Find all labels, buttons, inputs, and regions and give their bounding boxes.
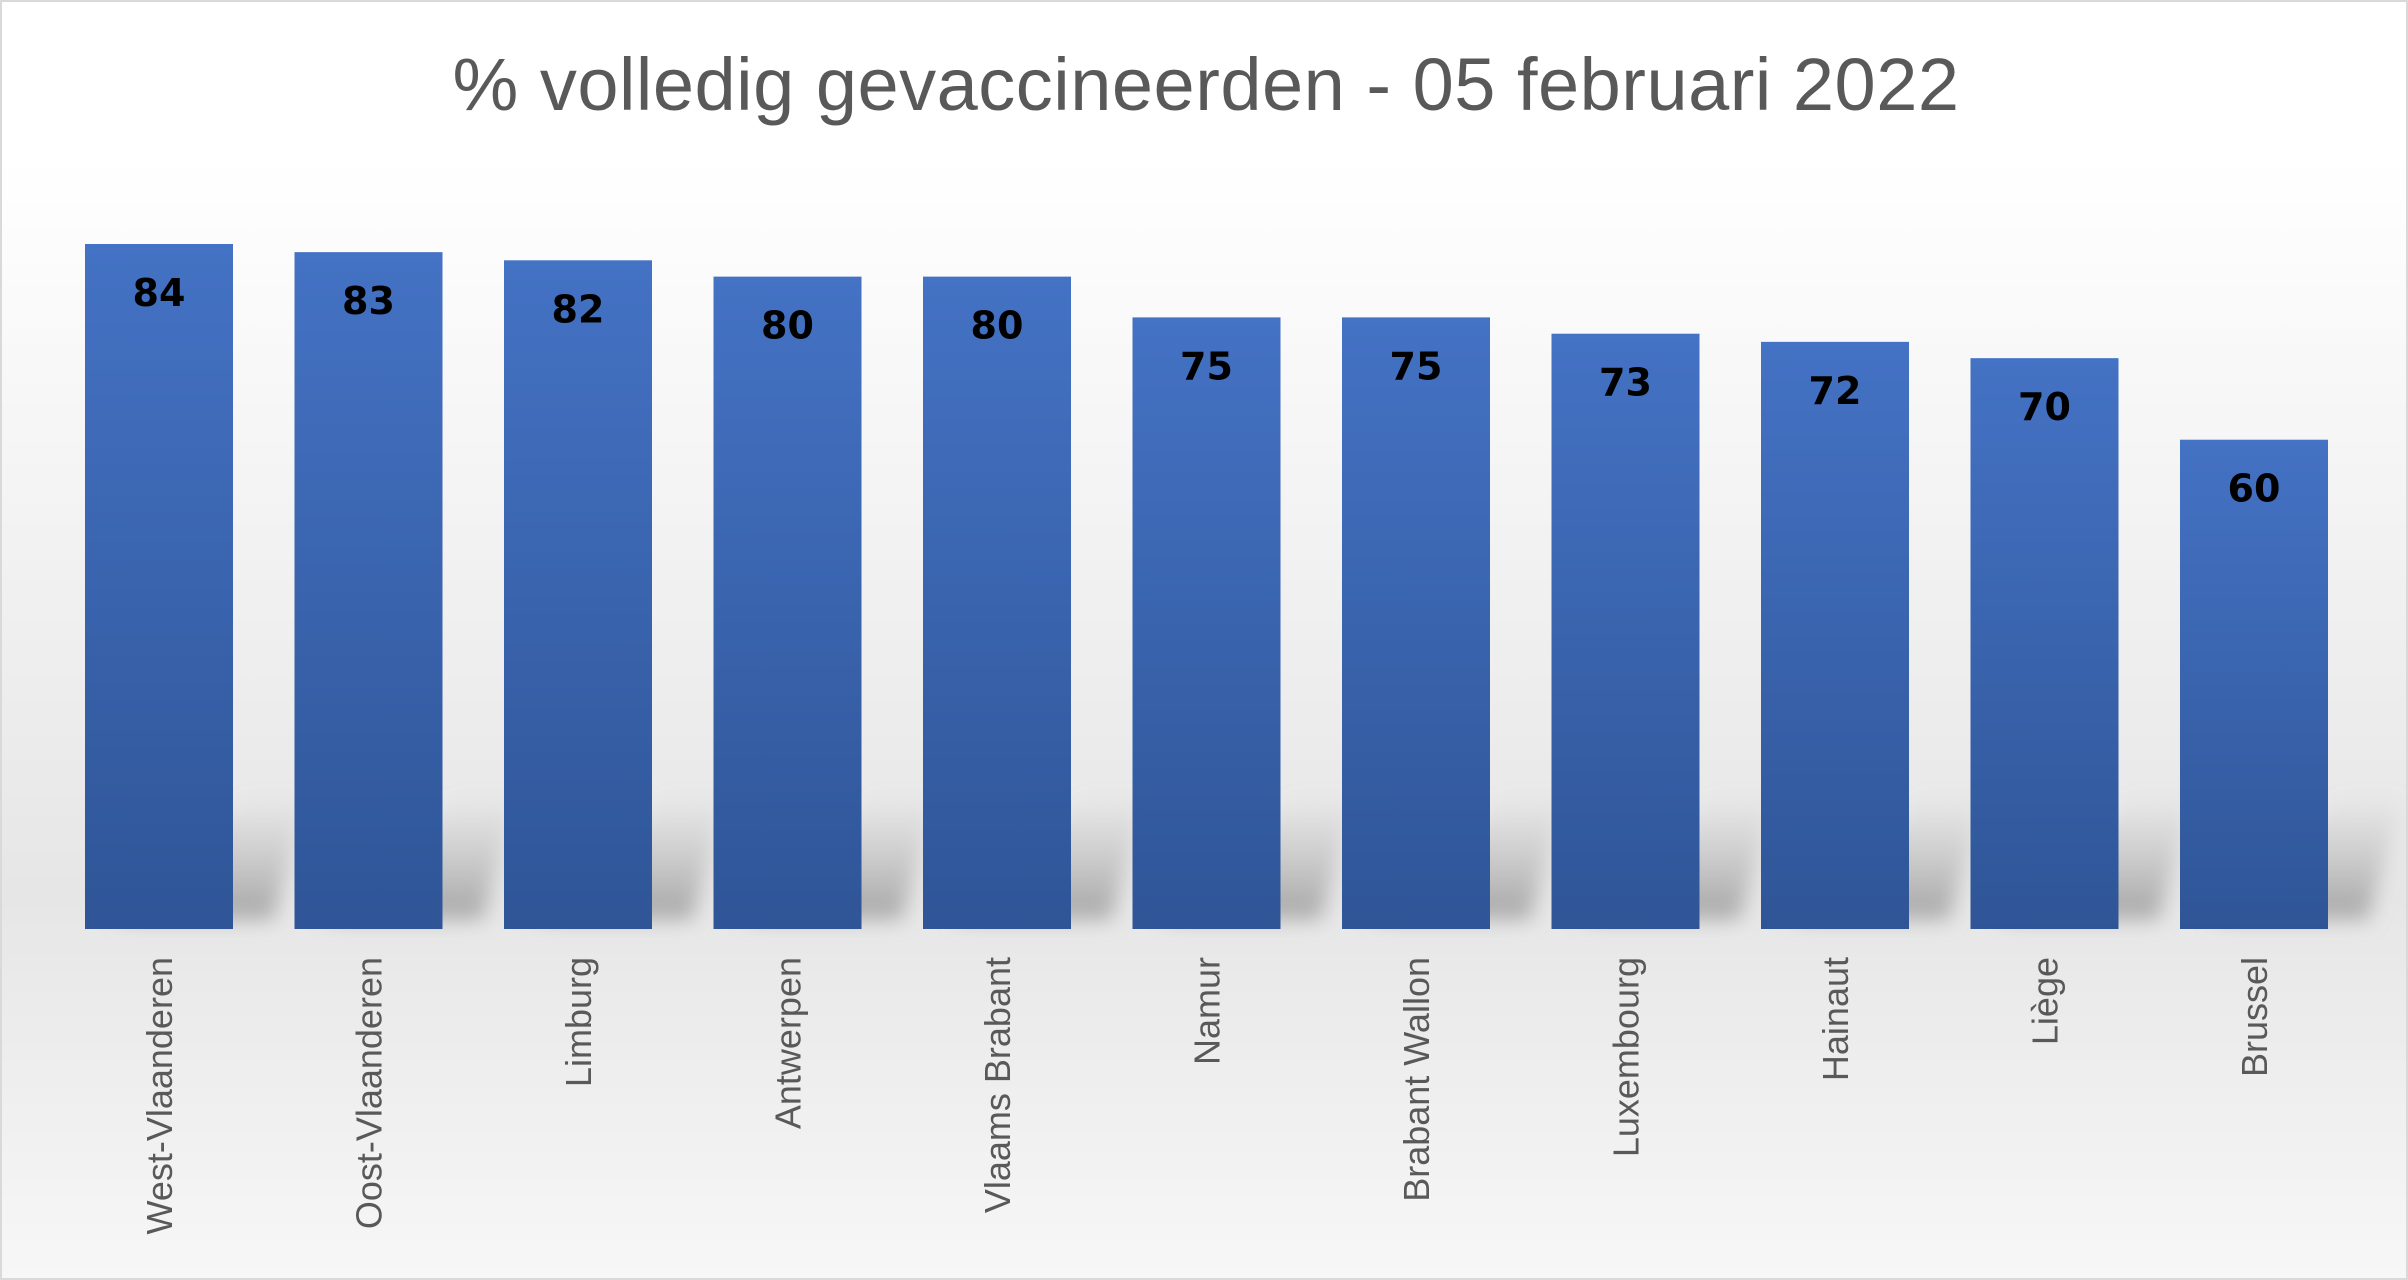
bar-vlaams-brabant xyxy=(923,276,1071,930)
bar-value-label: 80 xyxy=(971,304,1024,348)
bar-value-label: 80 xyxy=(761,304,814,348)
bar-value-label: 73 xyxy=(1599,361,1652,405)
bar-value-label: 75 xyxy=(1390,344,1443,388)
chart-title: % volledig gevaccineerden - 05 februari … xyxy=(452,43,1960,126)
category-label: Antwerpen xyxy=(768,957,809,1129)
bar-brussel xyxy=(2180,439,2328,929)
bar-limburg xyxy=(504,260,652,929)
bar-value-label: 84 xyxy=(133,271,186,315)
bar-namur xyxy=(1132,317,1281,930)
bar-luxembourg xyxy=(1551,333,1700,929)
category-label: Oost-Vlaanderen xyxy=(349,957,390,1229)
category-label: Namur xyxy=(1187,957,1228,1065)
bar-west-vlaanderen xyxy=(85,244,233,929)
bar-value-label: 70 xyxy=(2018,385,2071,429)
bar-hainaut xyxy=(1761,341,1909,929)
category-label: West-Vlaanderen xyxy=(139,957,180,1235)
bar-value-label: 83 xyxy=(342,279,395,323)
bars-group xyxy=(85,244,2328,930)
bar-value-label: 82 xyxy=(552,287,605,331)
category-label: Limburg xyxy=(558,957,599,1087)
category-label: Liège xyxy=(2025,957,2066,1045)
category-label: Brabant Wallon xyxy=(1396,957,1437,1202)
category-labels-group: West-Vlaanderen Oost-Vlaanderen Limburg Ant… xyxy=(139,957,2275,1235)
bar-value-label: 60 xyxy=(2228,467,2281,511)
category-label: Vlaams Brabant xyxy=(977,957,1018,1213)
category-label: Hainaut xyxy=(1815,957,1856,1081)
category-label: Brussel xyxy=(2234,957,2275,1077)
value-labels-group: 84 83 82 80 80 75 75 73 72 70 60 xyxy=(133,271,2281,511)
bar-liège xyxy=(1970,358,2119,930)
bar-value-label: 72 xyxy=(1809,369,1862,413)
bar-value-label: 75 xyxy=(1180,344,1233,388)
bar-oost-vlaanderen xyxy=(294,252,443,929)
category-label: Luxembourg xyxy=(1606,957,1647,1157)
bar-brabant-wallon xyxy=(1342,317,1490,930)
bar-antwerpen xyxy=(713,276,862,930)
